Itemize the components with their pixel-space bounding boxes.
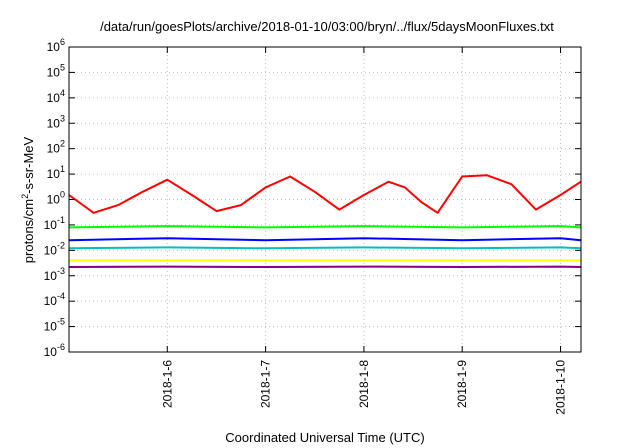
series-line-2 <box>68 225 582 229</box>
y-axis: 106 105 104 103 102 101 100 10-1 10-2 10-3 10-4 10-… <box>44 37 581 359</box>
y-tick-label: 10-3 <box>44 266 65 283</box>
series-group <box>68 174 582 268</box>
x-tick-label: 2018-1-10 <box>554 360 568 415</box>
y-tick-label: 105 <box>47 62 65 79</box>
y-axis-label-sup: 2 <box>20 194 30 199</box>
chart-title: /data/run/goesPlots/archive/2018-01-10/0… <box>100 19 554 34</box>
y-tick-label: 10-6 <box>44 342 65 359</box>
x-tick-label: 2018-1-9 <box>455 360 469 408</box>
y-tick-label: 10-1 <box>44 215 65 232</box>
y-tick-label: 103 <box>47 113 65 130</box>
y-axis-label-rest: -s-sr-MeV <box>21 136 36 193</box>
x-tick-label: 2018-1-7 <box>259 360 273 408</box>
y-tick-label: 10-2 <box>44 240 65 257</box>
x-tick-label: 2018-1-6 <box>160 360 174 408</box>
y-tick-label: 106 <box>47 37 65 54</box>
x-axis: 2018-1-6 2018-1-7 2018-1-8 2018-1-9 2018-1-1… <box>160 47 568 415</box>
y-axis-label-main: protons/cm <box>21 199 36 263</box>
x-tick-label: 2018-1-8 <box>357 360 371 408</box>
y-tick-label: 10-5 <box>44 317 65 334</box>
series-line-1 <box>68 174 582 214</box>
y-tick-label: 10-4 <box>44 291 65 308</box>
y-tick-label: 100 <box>47 190 65 207</box>
x-axis-label: Coordinated Universal Time (UTC) <box>225 430 424 445</box>
series-line-3 <box>68 237 582 242</box>
y-axis-label: protons/cm2-s-sr-MeV <box>20 136 36 263</box>
y-tick-label: 104 <box>47 88 65 105</box>
y-tick-label: 101 <box>47 164 65 181</box>
series-line-4 <box>68 246 582 250</box>
y-tick-label: 102 <box>47 139 65 156</box>
